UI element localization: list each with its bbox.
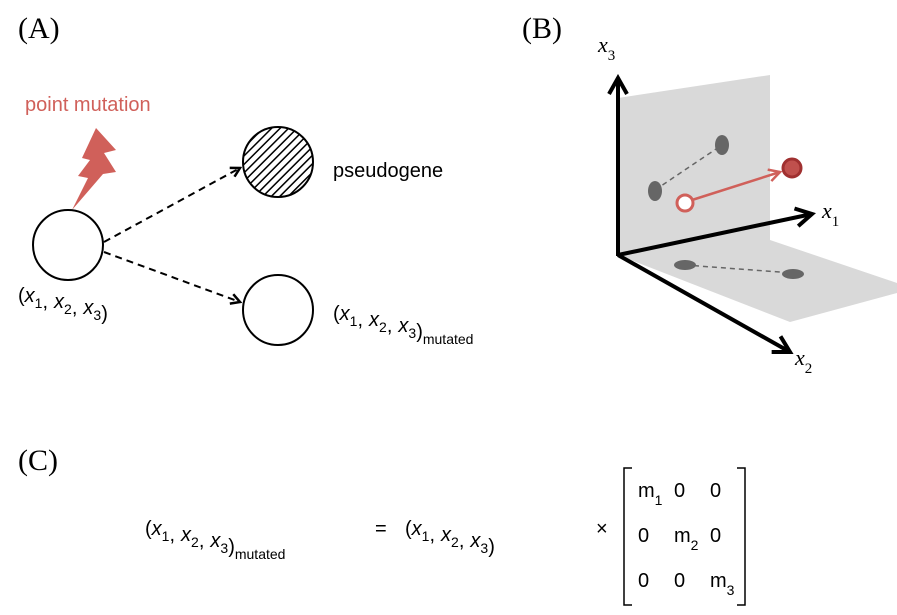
matrix-cell: 0 [674,480,685,502]
tuple-label: (x1,x2,x3) [405,518,495,558]
point [648,181,662,201]
panel-label: (C) [18,444,58,477]
mutated-point [783,159,801,177]
paren: ) [228,536,235,558]
subscript: 2 [451,534,459,550]
bracket [624,468,632,605]
point [715,135,729,155]
matrix-cell: 0 [638,525,649,547]
matrix-cell: 0 [710,480,721,502]
point [782,269,804,279]
arrow [104,168,240,242]
subscript: 2 [64,301,72,317]
separator: , [169,524,175,546]
cell-main: m [638,480,655,502]
subscript: 1 [162,528,170,544]
matrix-cell: 0 [710,525,721,547]
subscript: 2 [691,537,699,553]
cell-main: 0 [710,525,721,547]
matrix-cell: 0 [674,570,685,592]
variable: x [597,32,608,57]
subscript: 1 [422,528,430,544]
subscript: mutated [423,331,474,347]
cell-main: m [710,570,727,592]
separator: , [429,524,435,546]
point [674,260,696,270]
subscript: 1 [832,214,840,230]
subscript: 3 [220,540,228,556]
separator: , [387,315,393,337]
mutation-label: point mutation [25,94,151,116]
subscript: 2 [379,319,387,335]
separator: , [42,291,48,313]
mutated-circle [243,275,313,345]
tuple-label: (x1,x2,x3)mutated [145,518,285,562]
subscript: 3 [93,307,101,323]
times: × [596,518,608,540]
lightning [72,128,116,210]
separator: , [357,309,363,331]
subscript: 3 [608,48,616,64]
subscript: 1 [655,492,663,508]
figure: (A) (B) (C) point mutation pseudogene (x… [0,0,897,615]
equals: = [375,518,387,540]
cell-main: 0 [674,570,685,592]
axis-label: x1 [821,198,839,230]
tuple-label: (x1,x2,x3) [18,285,108,325]
bracket [737,468,745,605]
gene-circle [33,210,103,280]
subscript: 3 [727,582,735,598]
paren: ) [101,303,108,325]
subscript: 3 [408,325,416,341]
pseudogene-label: pseudogene [333,160,443,182]
axis-label: x2 [794,345,812,377]
cell-main: 0 [710,480,721,502]
tuple-label: (x1,x2,x3)mutated [333,303,473,347]
separator: , [72,297,78,319]
cell-main: 0 [674,480,685,502]
matrix-cell: m3 [710,570,735,598]
matrix-cell: m2 [674,525,699,553]
plane [618,240,897,322]
matrix-cell: m1 [638,480,663,508]
cell-main: 0 [638,525,649,547]
paren: ) [416,321,423,343]
separator: , [199,530,205,552]
cell-main: 0 [638,570,649,592]
axis-label: x3 [597,32,615,64]
separator: , [459,530,465,552]
subscript: 3 [480,540,488,556]
cell-main: m [674,525,691,547]
matrix-cell: 0 [638,570,649,592]
panel-label: (B) [522,12,562,45]
pseudogene-circle [243,127,313,197]
arrow [104,252,240,302]
original-point [677,195,693,211]
subscript: mutated [235,546,286,562]
subscript: 1 [350,313,358,329]
subscript: 2 [805,361,813,377]
subscript: 2 [191,534,199,550]
paren: ) [488,536,495,558]
variable: x [794,345,805,370]
panel-label: (A) [18,12,60,45]
variable: x [821,198,832,223]
subscript: 1 [35,295,43,311]
